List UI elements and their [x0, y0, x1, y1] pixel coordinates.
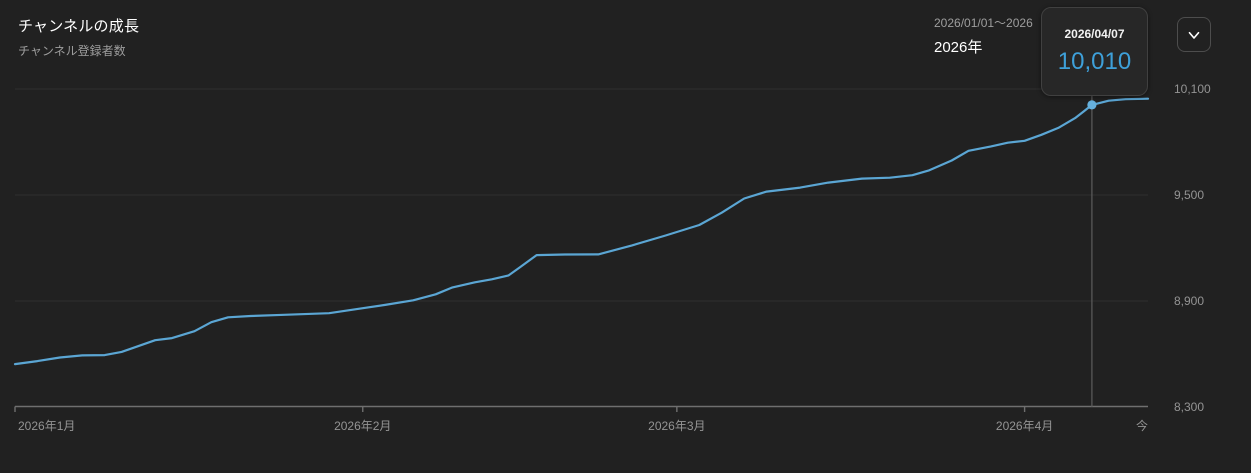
highlight-point[interactable]	[1087, 100, 1097, 110]
chart-subtitle: チャンネル登録者数	[18, 44, 126, 58]
y-tick-label: 8,900	[1174, 294, 1205, 308]
y-tick-label: 8,300	[1174, 400, 1205, 414]
tooltip-date: 2026/04/07	[1064, 27, 1125, 41]
chevron-down-icon	[1188, 31, 1200, 39]
collapse-chart-button[interactable]	[1177, 17, 1211, 52]
chart-title: チャンネルの成長	[18, 18, 140, 35]
y-tick-label: 10,100	[1174, 82, 1211, 96]
x-tick-label: 2026年1月	[18, 419, 76, 433]
chart-header: チャンネルの成長 チャンネル登録者数	[18, 15, 139, 59]
x-tick-label: 2026年4月	[995, 419, 1054, 433]
date-range-selector[interactable]: 2026/01/01～2026 2026年	[934, 14, 1033, 57]
tooltip-value: 10,010	[1057, 48, 1132, 75]
date-range-text: 2026/01/01～2026	[934, 16, 1033, 30]
x-tick-label: 今	[1135, 419, 1148, 433]
chart-tooltip: 2026/04/07 10,010	[1041, 7, 1148, 96]
x-tick-label: 2026年3月	[648, 419, 706, 433]
x-tick-label: 2026年2月	[334, 419, 392, 433]
series-line	[13, 97, 1150, 366]
y-tick-label: 9,500	[1174, 188, 1205, 202]
period-label: 2026年	[934, 39, 983, 56]
